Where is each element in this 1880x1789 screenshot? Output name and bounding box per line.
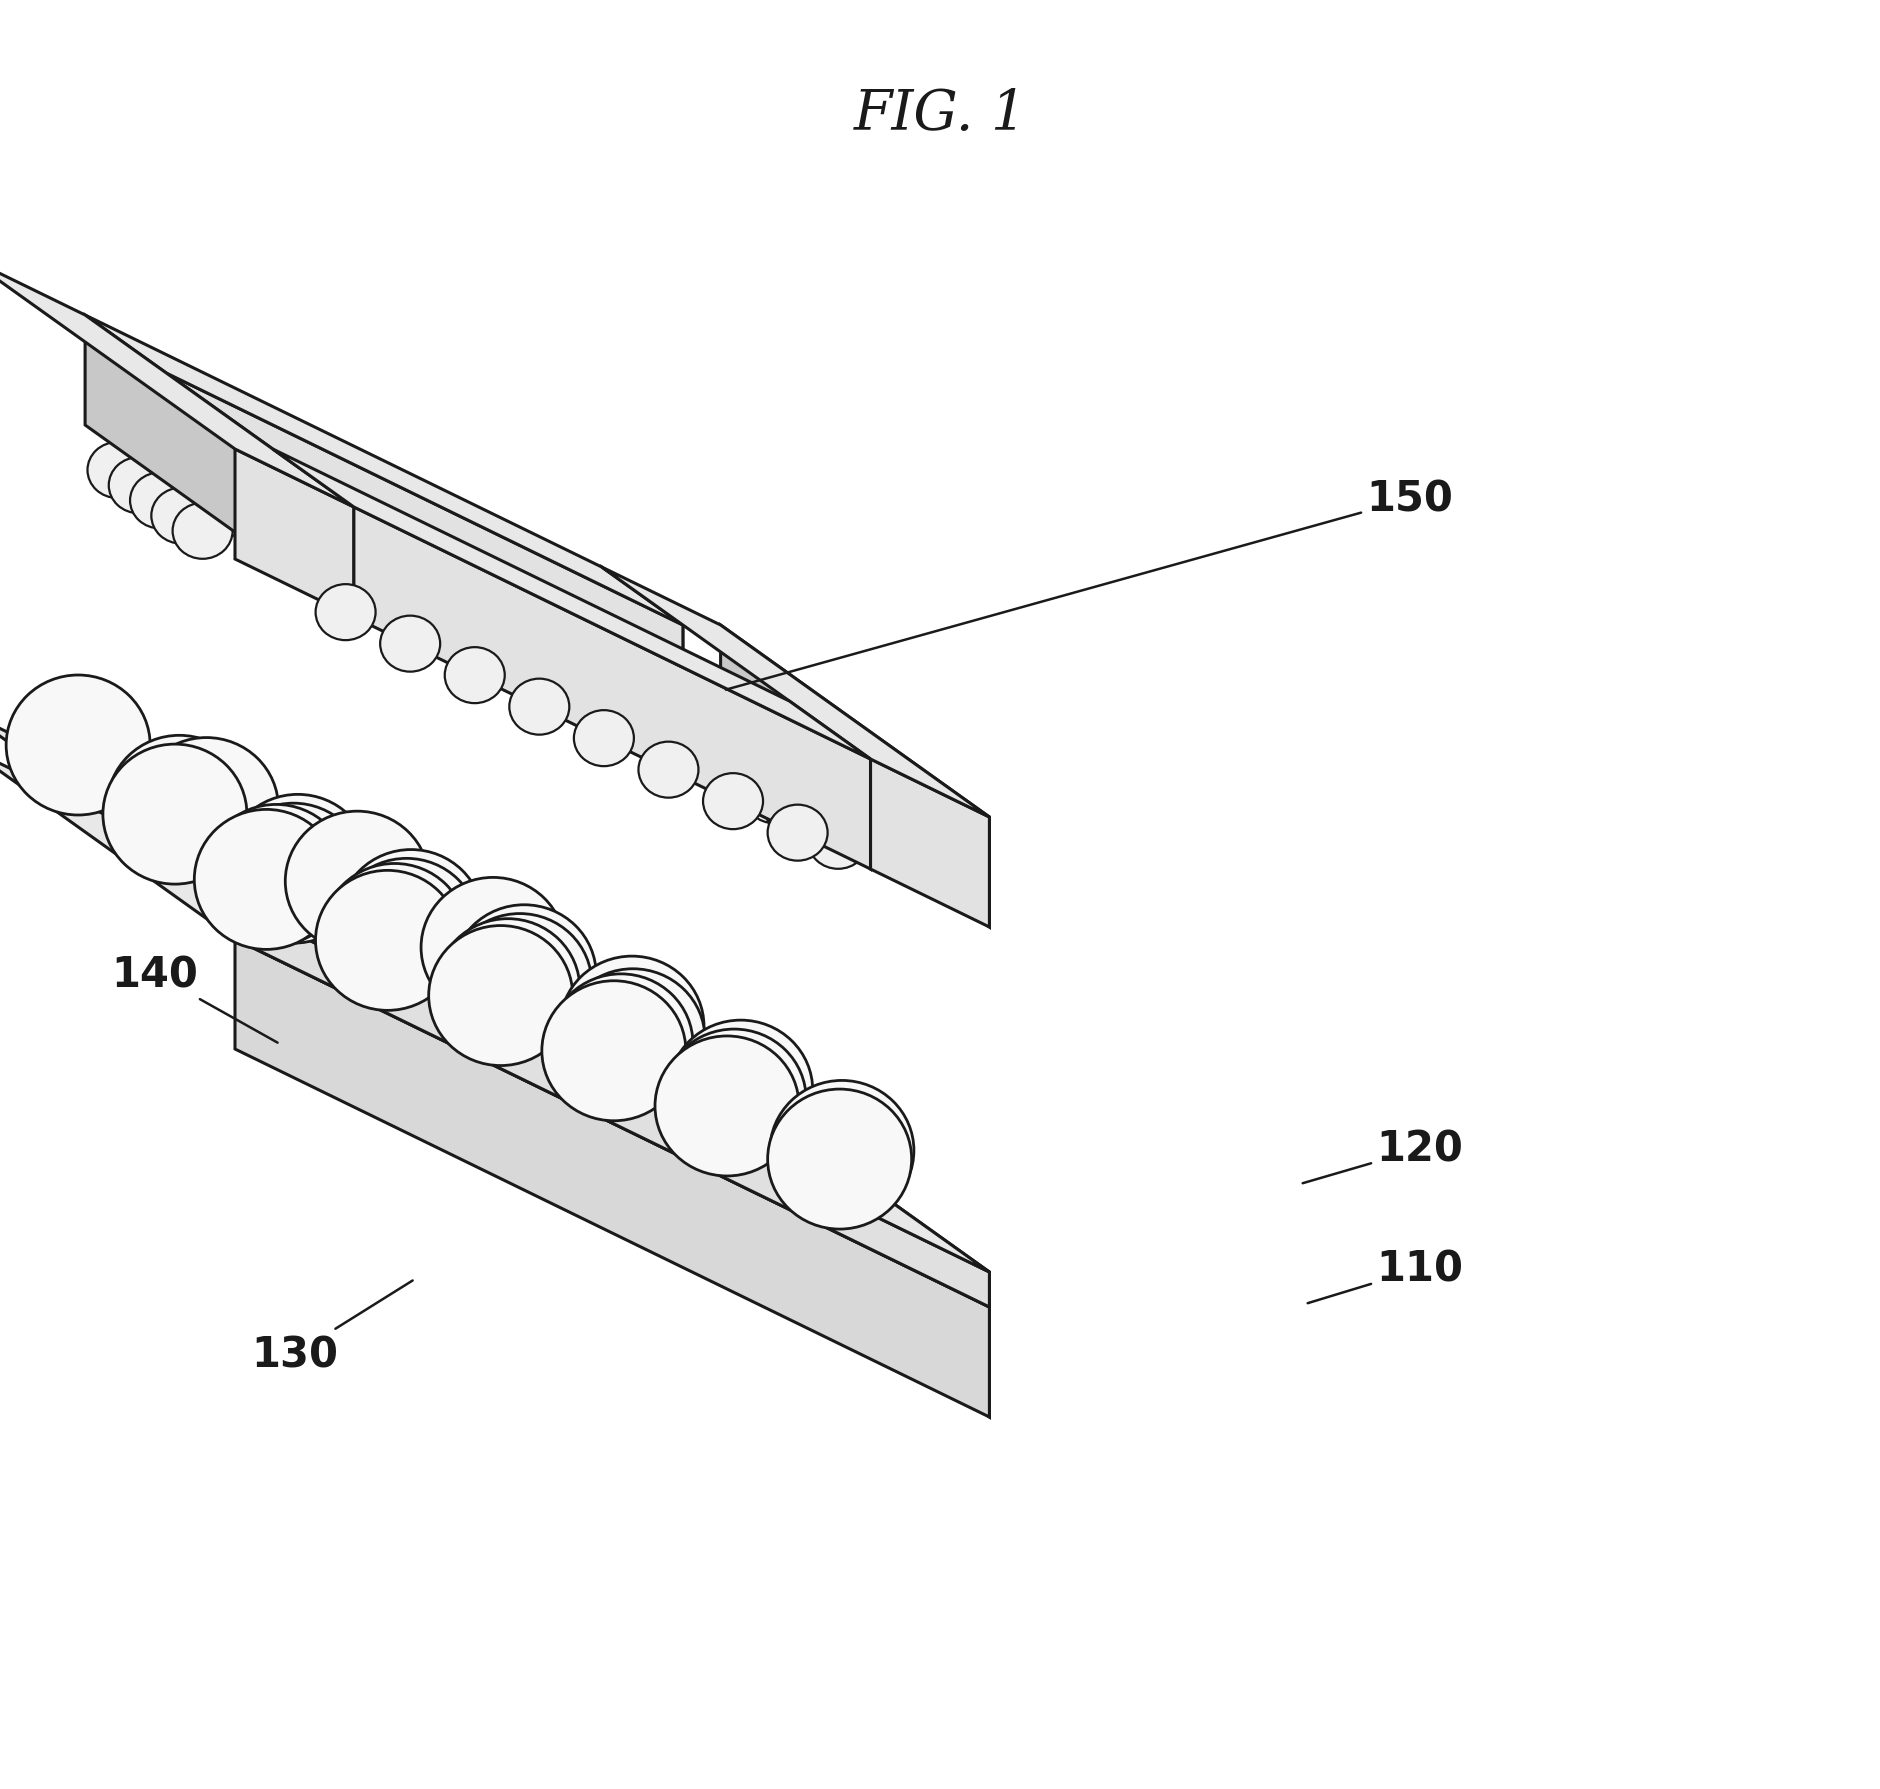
Ellipse shape	[767, 1090, 912, 1229]
Text: 130: 130	[252, 1281, 412, 1376]
Ellipse shape	[286, 812, 429, 952]
Polygon shape	[870, 760, 989, 927]
Ellipse shape	[451, 608, 511, 664]
Ellipse shape	[385, 576, 446, 633]
Ellipse shape	[669, 1020, 812, 1161]
Ellipse shape	[323, 864, 466, 1004]
Ellipse shape	[222, 803, 365, 943]
Polygon shape	[235, 905, 989, 1308]
Ellipse shape	[541, 980, 686, 1122]
Ellipse shape	[765, 784, 825, 839]
Polygon shape	[720, 626, 989, 927]
Polygon shape	[0, 748, 989, 1308]
Ellipse shape	[128, 451, 188, 506]
Ellipse shape	[6, 676, 150, 816]
Ellipse shape	[654, 1036, 799, 1177]
Ellipse shape	[338, 850, 483, 989]
Ellipse shape	[446, 648, 504, 703]
Ellipse shape	[560, 970, 705, 1109]
Ellipse shape	[447, 914, 592, 1054]
Ellipse shape	[744, 767, 805, 823]
Ellipse shape	[771, 1081, 914, 1220]
Ellipse shape	[421, 878, 566, 1018]
Ellipse shape	[808, 814, 869, 869]
Text: 110: 110	[1308, 1249, 1463, 1304]
Ellipse shape	[226, 794, 370, 936]
Ellipse shape	[316, 585, 376, 640]
Polygon shape	[353, 508, 870, 869]
Ellipse shape	[509, 680, 570, 735]
Ellipse shape	[88, 442, 147, 499]
Ellipse shape	[662, 1029, 807, 1170]
Ellipse shape	[194, 810, 338, 950]
Text: 150: 150	[726, 479, 1453, 691]
Ellipse shape	[130, 472, 190, 530]
Ellipse shape	[150, 488, 211, 544]
Ellipse shape	[724, 753, 782, 809]
Polygon shape	[602, 567, 682, 735]
Ellipse shape	[573, 710, 634, 767]
Ellipse shape	[335, 859, 479, 998]
Polygon shape	[235, 449, 353, 617]
Ellipse shape	[192, 483, 252, 538]
Text: FIG. 1: FIG. 1	[854, 88, 1026, 143]
Ellipse shape	[380, 615, 440, 673]
Ellipse shape	[429, 927, 573, 1066]
Ellipse shape	[788, 798, 846, 853]
Ellipse shape	[639, 742, 699, 798]
Ellipse shape	[258, 513, 318, 571]
Ellipse shape	[515, 640, 575, 696]
Polygon shape	[0, 712, 989, 1272]
Polygon shape	[273, 449, 870, 760]
Text: 120: 120	[1303, 1129, 1463, 1184]
Ellipse shape	[133, 739, 278, 878]
Ellipse shape	[453, 905, 596, 1045]
Ellipse shape	[173, 503, 233, 560]
Ellipse shape	[205, 805, 348, 945]
Ellipse shape	[703, 773, 763, 830]
Text: 140: 140	[111, 954, 278, 1043]
Ellipse shape	[581, 671, 639, 728]
Polygon shape	[165, 374, 682, 735]
Ellipse shape	[560, 957, 703, 1097]
Ellipse shape	[109, 458, 169, 513]
Ellipse shape	[316, 871, 459, 1011]
Ellipse shape	[321, 546, 382, 601]
Polygon shape	[235, 939, 989, 1417]
Ellipse shape	[767, 805, 827, 861]
Polygon shape	[85, 317, 682, 626]
Polygon shape	[85, 317, 353, 617]
Polygon shape	[720, 1115, 989, 1417]
Polygon shape	[0, 258, 353, 508]
Ellipse shape	[549, 975, 694, 1115]
Polygon shape	[602, 567, 989, 818]
Polygon shape	[790, 701, 870, 869]
Polygon shape	[720, 1081, 989, 1308]
Ellipse shape	[107, 735, 252, 877]
Ellipse shape	[103, 744, 246, 884]
Ellipse shape	[436, 920, 579, 1059]
